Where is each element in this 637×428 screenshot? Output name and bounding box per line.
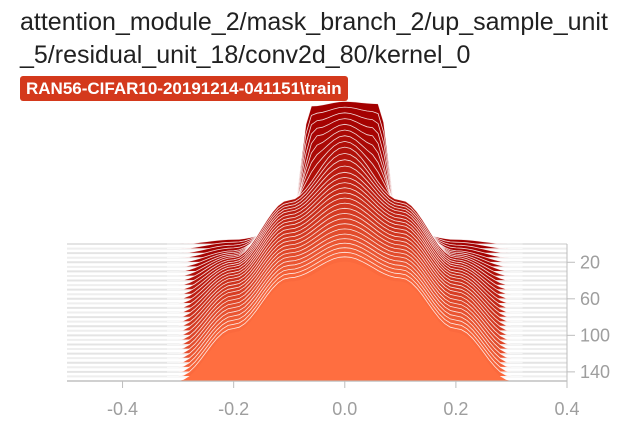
chart-title: attention_module_2/mask_branch_2/up_samp…: [20, 8, 608, 69]
x-tick-label: -0.4: [107, 399, 138, 419]
histogram-slices: [167, 100, 523, 381]
y-axis: 20 60 100 140: [566, 244, 610, 382]
x-tick-label: 0.0: [332, 399, 357, 419]
step-tick-label: 140: [580, 362, 610, 382]
x-tick-label: -0.2: [218, 399, 249, 419]
x-tick-label: 0.2: [443, 399, 468, 419]
step-tick-label: 100: [580, 325, 610, 345]
x-axis: -0.4 -0.2 0.0 0.2 0.4: [67, 380, 580, 419]
x-tick-label: 0.4: [554, 399, 579, 419]
step-tick-label: 60: [580, 289, 600, 309]
step-tick-label: 20: [580, 252, 600, 272]
run-tag-badge[interactable]: RAN56-CIFAR10-20191214-041151\train: [20, 76, 348, 101]
histogram-slice: [167, 261, 523, 381]
